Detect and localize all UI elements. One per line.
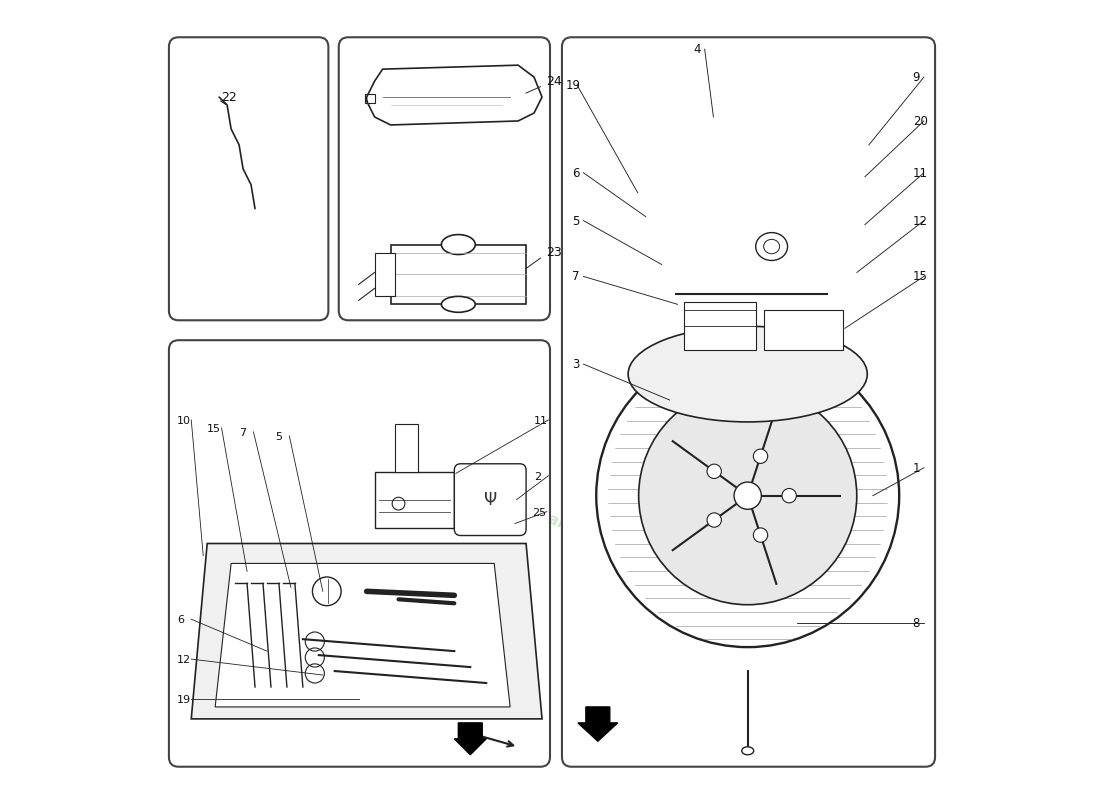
- Ellipse shape: [754, 528, 768, 542]
- FancyBboxPatch shape: [169, 38, 329, 320]
- Text: 7: 7: [239, 428, 246, 438]
- Text: 15: 15: [913, 270, 927, 283]
- Bar: [763, 310, 844, 350]
- Ellipse shape: [441, 234, 475, 254]
- Text: 6: 6: [572, 166, 580, 180]
- Ellipse shape: [754, 449, 768, 463]
- Polygon shape: [366, 65, 542, 125]
- Text: 9: 9: [913, 71, 921, 84]
- Ellipse shape: [707, 464, 722, 478]
- Ellipse shape: [441, 296, 475, 312]
- Text: 4: 4: [693, 43, 701, 56]
- Ellipse shape: [741, 746, 754, 754]
- Ellipse shape: [639, 386, 857, 605]
- Ellipse shape: [763, 239, 780, 254]
- Ellipse shape: [756, 233, 788, 261]
- Text: 3: 3: [572, 358, 580, 371]
- Text: 20: 20: [913, 115, 927, 128]
- Text: 25: 25: [532, 507, 547, 518]
- Text: a passion for parts since 1985: a passion for parts since 1985: [426, 468, 674, 571]
- Text: 8: 8: [913, 618, 920, 630]
- Text: 23: 23: [546, 246, 562, 259]
- Ellipse shape: [707, 513, 722, 527]
- Polygon shape: [578, 707, 618, 742]
- Text: 11: 11: [535, 416, 548, 426]
- Ellipse shape: [628, 326, 867, 422]
- Text: 5: 5: [275, 432, 282, 442]
- Bar: [375, 472, 454, 527]
- Text: 10: 10: [177, 416, 191, 426]
- Text: 19: 19: [565, 79, 581, 92]
- Bar: [395, 424, 418, 472]
- Bar: [684, 302, 756, 350]
- Text: 5: 5: [572, 214, 580, 228]
- Polygon shape: [454, 723, 486, 754]
- Text: 2: 2: [535, 472, 541, 482]
- Text: Ψ: Ψ: [484, 490, 497, 509]
- Text: 19: 19: [177, 695, 191, 705]
- FancyBboxPatch shape: [454, 464, 526, 535]
- Ellipse shape: [782, 489, 796, 503]
- Bar: [390, 245, 526, 304]
- Text: 1: 1: [913, 462, 921, 474]
- Text: EEUROPARTS: EEUROPARTS: [659, 278, 839, 363]
- Circle shape: [312, 577, 341, 606]
- Text: 12: 12: [913, 214, 927, 228]
- Text: 11: 11: [913, 166, 927, 180]
- Text: 1985: 1985: [723, 239, 776, 274]
- Polygon shape: [216, 563, 510, 707]
- Text: 15: 15: [207, 424, 221, 434]
- Bar: [365, 94, 375, 103]
- FancyBboxPatch shape: [169, 340, 550, 766]
- Text: 6: 6: [177, 615, 184, 626]
- FancyBboxPatch shape: [562, 38, 935, 766]
- FancyBboxPatch shape: [339, 38, 550, 320]
- Ellipse shape: [596, 344, 899, 647]
- Text: 24: 24: [546, 75, 562, 88]
- Text: 7: 7: [572, 270, 580, 283]
- Ellipse shape: [734, 482, 761, 510]
- Text: 12: 12: [177, 655, 191, 665]
- Polygon shape: [191, 543, 542, 719]
- Text: 22: 22: [221, 91, 236, 104]
- Bar: [375, 253, 395, 296]
